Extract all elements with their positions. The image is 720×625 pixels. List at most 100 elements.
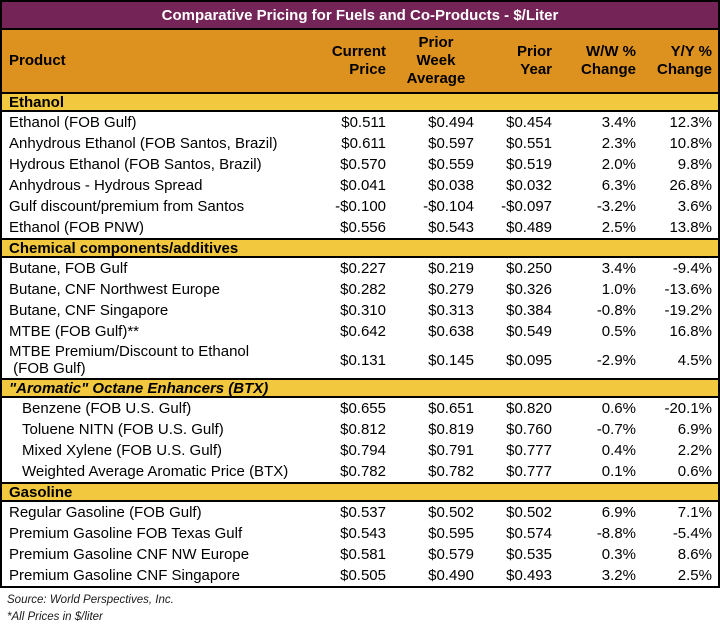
product-cell: Gulf discount/premium from Santos (9, 198, 245, 215)
product-cell: MTBE Premium/Discount to Ethanol (FOB Gu… (9, 343, 250, 377)
section-header: Ethanol (2, 92, 718, 112)
prior-week-average-cell: $0.595 (428, 525, 474, 542)
prior-week-average-cell: $0.279 (428, 281, 474, 298)
yy-change-cell: 2.5% (677, 567, 712, 584)
prior-year-cell: $0.760 (506, 421, 552, 438)
prior-week-average-cell: $0.038 (428, 177, 474, 194)
table-row: Premium Gasoline CNF NW Europe $0.581 $0.5… (2, 544, 718, 565)
yy-change-cell: 16.8% (669, 323, 712, 340)
ww-change-cell: -3.2% (596, 198, 636, 215)
product-cell: Mixed Xylene (FOB U.S. Gulf) (22, 442, 223, 459)
prior-week-average-cell: $0.502 (428, 504, 474, 521)
table-row: Toluene NITN (FOB U.S. Gulf) $0.812 $0.819… (2, 419, 718, 440)
yy-change-cell: -13.6% (664, 281, 712, 298)
yy-change-cell: 3.6% (677, 198, 712, 215)
ww-change-cell: 3.2% (601, 567, 636, 584)
table-row: Premium Gasoline CNF Singapore $0.505 $0.4… (2, 565, 718, 586)
page-title: Comparative Pricing for Fuels and Co-Pro… (2, 2, 718, 30)
table-row: Butane, CNF Singapore $0.310 $0.313 $0.384 -… (2, 300, 718, 321)
current-price-cell: $0.556 (340, 219, 386, 236)
source-note: Source: World Perspectives, Inc. (7, 594, 174, 606)
pricing-table: Comparative Pricing for Fuels and Co-Pro… (0, 0, 720, 588)
prior-year-cell: $0.250 (506, 260, 552, 277)
ww-change-cell: 0.4% (601, 442, 636, 459)
prices-note: *All Prices in $/liter (7, 611, 103, 623)
current-price-cell: $0.511 (341, 114, 386, 131)
prior-year-cell: $0.551 (506, 135, 552, 152)
table-row: Butane, FOB Gulf $0.227 $0.219 $0.250 3.4% -9… (2, 258, 718, 279)
prior-week-average-cell: $0.494 (428, 114, 474, 131)
yy-change-cell: 13.8% (669, 219, 712, 236)
prior-week-average-cell: $0.579 (428, 546, 474, 563)
yy-change-cell: 4.5% (677, 351, 712, 369)
prior-year-cell: $0.032 (506, 177, 552, 194)
yy-change-cell: 12.3% (669, 114, 712, 131)
prior-week-average-cell: -$0.104 (423, 198, 474, 215)
table-row: Regular Gasoline (FOB Gulf) $0.537 $0.502 $… (2, 502, 718, 523)
prior-week-average-cell: $0.543 (428, 219, 474, 236)
prior-week-average-cell: $0.313 (428, 302, 474, 319)
ww-change-cell: 2.5% (601, 219, 636, 236)
yy-change-cell: 9.8% (677, 156, 712, 173)
prior-week-average-cell: $0.638 (428, 323, 474, 340)
prior-year-cell: -$0.097 (501, 198, 552, 215)
prior-year-cell: $0.820 (506, 400, 552, 417)
table-row: Anhydrous - Hydrous Spread $0.041 $0.038 $0… (2, 175, 718, 196)
yy-change-cell: -20.1% (664, 400, 712, 417)
prior-week-average-cell: $0.597 (428, 135, 474, 152)
prior-week-average-cell: $0.782 (428, 463, 474, 480)
prior-year-cell: $0.095 (506, 351, 552, 369)
table-row: MTBE (FOB Gulf)** $0.642 $0.638 $0.549 0.5% 1… (2, 321, 718, 342)
table-row: Premium Gasoline FOB Texas Gulf $0.543 $0.… (2, 523, 718, 544)
prior-week-average-cell: $0.490 (428, 567, 474, 584)
section-header: Gasoline (2, 482, 718, 502)
product-cell: Premium Gasoline CNF Singapore (9, 567, 240, 584)
product-cell: Weighted Average Aromatic Price (BTX) (22, 463, 289, 480)
ww-change-cell: 2.3% (601, 135, 636, 152)
prior-year-cell: $0.777 (506, 463, 552, 480)
current-price-cell: $0.655 (340, 400, 386, 417)
column-header-row: Product Current Price Prior Week Average… (2, 30, 718, 92)
table-row: Butane, CNF Northwest Europe $0.282 $0.279… (2, 279, 718, 300)
table-row: Ethanol (FOB Gulf) $0.511 $0.494 $0.454 3.4%… (2, 112, 718, 133)
prior-week-average-cell: $0.559 (428, 156, 474, 173)
column-header-product: Product (9, 52, 66, 69)
ww-change-cell: 0.6% (601, 400, 636, 417)
prior-week-average-cell: $0.791 (428, 442, 474, 459)
yy-change-cell: 2.2% (677, 442, 712, 459)
current-price-cell: $0.794 (340, 442, 386, 459)
table-row: Anhydrous Ethanol (FOB Santos, Brazil) $0… (2, 133, 718, 154)
product-cell: Ethanol (FOB Gulf) (9, 114, 137, 131)
current-price-cell: $0.782 (340, 463, 386, 480)
ww-change-cell: -8.8% (596, 525, 636, 542)
current-price-cell: $0.611 (341, 135, 386, 152)
current-price-cell: $0.131 (340, 351, 386, 369)
product-cell: Anhydrous Ethanol (FOB Santos, Brazil) (9, 135, 278, 152)
prior-year-cell: $0.574 (506, 525, 552, 542)
column-header-current-price: Current Price (331, 43, 386, 78)
prior-year-cell: $0.502 (506, 504, 552, 521)
column-header-ww-change: W/W % Change (580, 43, 636, 78)
section-header: "Aromatic" Octane Enhancers (BTX) (2, 378, 718, 398)
prior-year-cell: $0.519 (506, 156, 552, 173)
ww-change-cell: 6.9% (601, 504, 636, 521)
current-price-cell: $0.812 (340, 421, 386, 438)
current-price-cell: -$0.100 (335, 198, 386, 215)
prior-year-cell: $0.454 (506, 114, 552, 131)
product-cell: Premium Gasoline CNF NW Europe (9, 546, 250, 563)
ww-change-cell: 3.4% (601, 114, 636, 131)
current-price-cell: $0.642 (340, 323, 386, 340)
product-cell: Hydrous Ethanol (FOB Santos, Brazil) (9, 156, 262, 173)
column-header-prior-week-average: Prior Week Average (406, 34, 466, 87)
yy-change-cell: -5.4% (672, 525, 712, 542)
table-row: Ethanol (FOB PNW) $0.556 $0.543 $0.489 2.5% 1… (2, 217, 718, 238)
yy-change-cell: 10.8% (669, 135, 712, 152)
product-cell: Butane, CNF Singapore (9, 302, 169, 319)
ww-change-cell: 0.5% (601, 323, 636, 340)
product-cell: Anhydrous - Hydrous Spread (9, 177, 203, 194)
current-price-cell: $0.581 (340, 546, 386, 563)
table-body: Ethanol Ethanol (FOB Gulf) $0.511 $0.494 $0.… (2, 92, 718, 586)
yy-change-cell: 0.6% (677, 463, 712, 480)
prior-week-average-cell: $0.651 (428, 400, 474, 417)
